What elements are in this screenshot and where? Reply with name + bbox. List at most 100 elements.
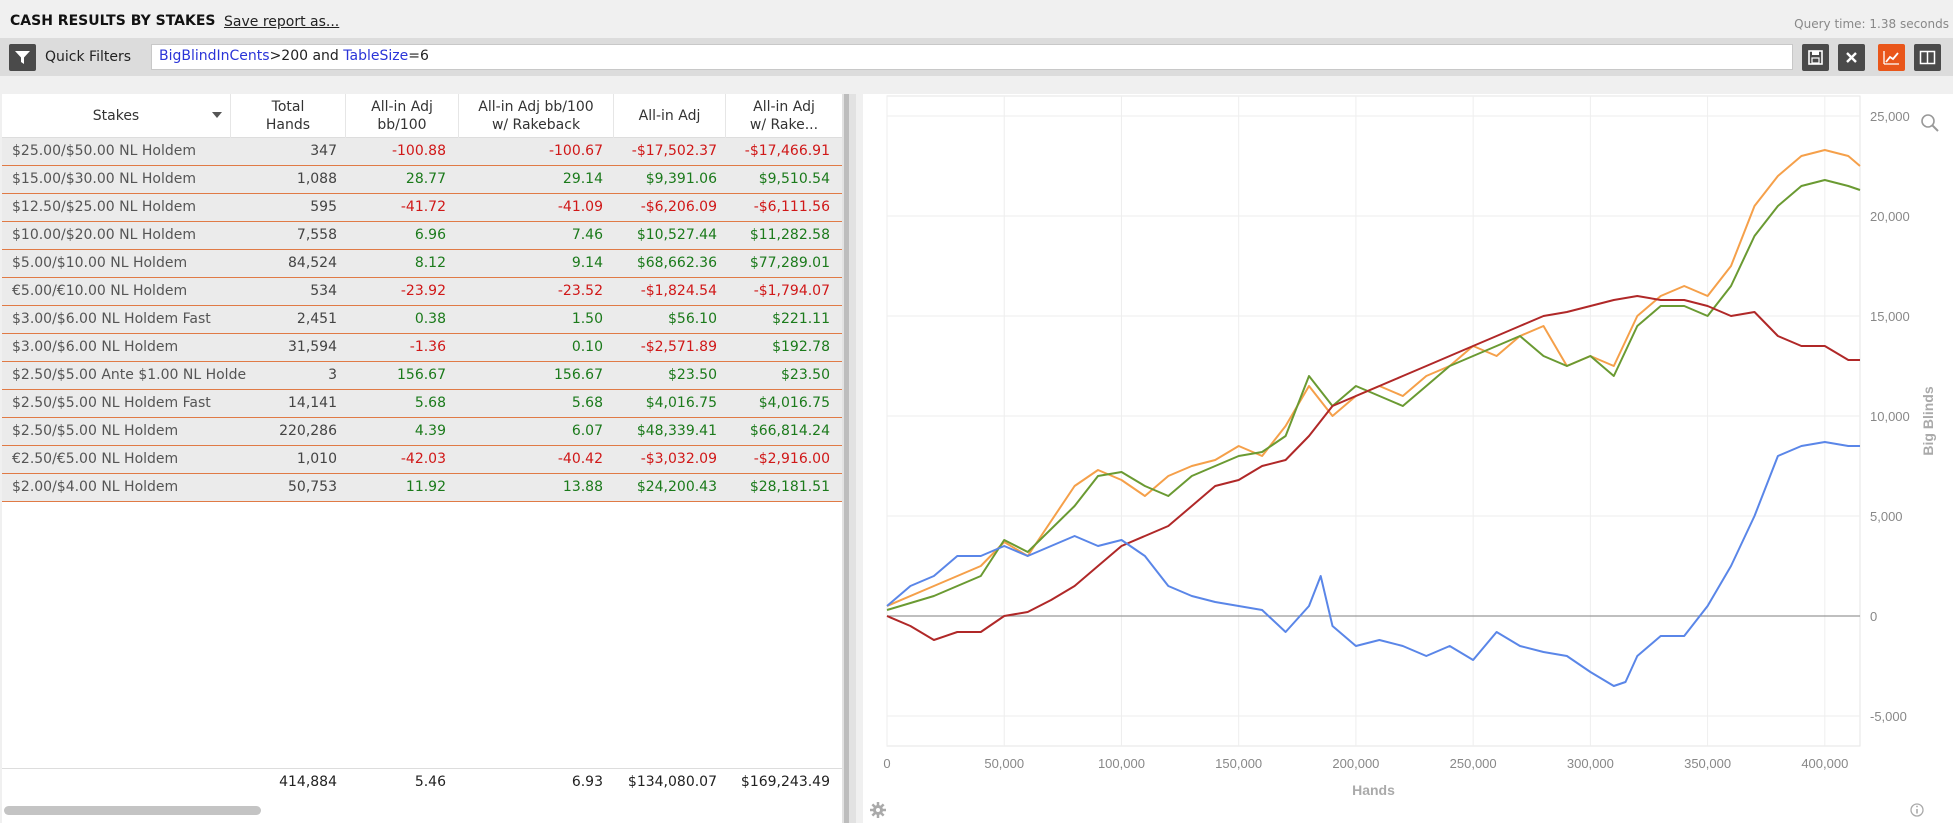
cell-allin-adj-rake: $28,181.51 — [749, 479, 830, 495]
table-row[interactable]: $2.50/$5.00 NL Holdem Fast 14,141 5.68 5.68… — [2, 390, 842, 418]
cell-total-hands: 14,141 — [288, 395, 337, 411]
x-tick-label: 0 — [883, 756, 890, 771]
x-axis-label: Hands — [1352, 782, 1395, 798]
cell-bb100-rakeback: 29.14 — [562, 171, 603, 187]
table-row[interactable]: $2.50/$5.00 NL Holdem 220,286 4.39 6.07 $48,… — [2, 418, 842, 446]
cell-total-hands: 1,088 — [296, 171, 337, 187]
cell-bb100: 4.39 — [414, 423, 446, 439]
cell-allin-adj: $48,339.41 — [636, 423, 717, 439]
clear-icon — [1846, 52, 1857, 63]
cell-bb100: 6.96 — [414, 227, 446, 243]
cell-bb100-rakeback: 6.07 — [571, 423, 603, 439]
table-row[interactable]: $25.00/$50.00 NL Holdem 347 -100.88 -100.67… — [2, 138, 842, 166]
graph-toggle-button[interactable] — [1878, 44, 1905, 71]
filter-field-token: BigBlindInCents — [159, 48, 270, 64]
column-header-stakes[interactable]: Stakes — [2, 94, 231, 138]
cell-stakes: €5.00/€10.00 NL Holdem — [12, 283, 188, 299]
split-view-button[interactable] — [1914, 44, 1941, 71]
cell-stakes: $10.00/$20.00 NL Holdem — [12, 227, 196, 243]
table-row[interactable]: $3.00/$6.00 NL Holdem Fast 2,451 0.38 1.50 $… — [2, 306, 842, 334]
column-header-total-hands[interactable]: Total Hands — [231, 94, 346, 138]
settings-gear-icon[interactable] — [870, 802, 886, 818]
save-filter-button[interactable] — [1802, 44, 1829, 71]
results-chart-panel: 0 50,000 100,000 150,000 200,000 250,000 300,0… — [863, 94, 1953, 823]
column-header-allin-adj[interactable]: All-in Adj — [614, 94, 726, 138]
plot-area — [886, 95, 1861, 747]
x-tick-label: 100,000 — [1098, 756, 1145, 771]
filter-query-input[interactable]: BigBlindInCents>200 and TableSize=6 — [151, 44, 1793, 70]
x-tick-label: 50,000 — [984, 756, 1024, 771]
results-chart: 0 50,000 100,000 150,000 200,000 250,000 300,0… — [870, 95, 1939, 818]
cell-allin-adj-rake: -$17,466.91 — [744, 143, 830, 159]
cell-stakes: $15.00/$30.00 NL Holdem — [12, 171, 196, 187]
total-bb100-rakeback: 6.93 — [571, 774, 603, 790]
cell-allin-adj-rake: $11,282.58 — [749, 227, 830, 243]
x-tick-label: 200,000 — [1332, 756, 1379, 771]
cell-allin-adj-rake: $192.78 — [772, 339, 830, 355]
table-row[interactable]: $12.50/$25.00 NL Holdem 595 -41.72 -41.09 -$… — [2, 194, 842, 222]
y-tick-label: -5,000 — [1870, 709, 1907, 724]
cell-bb100: 5.68 — [414, 395, 446, 411]
cell-bb100: -100.88 — [391, 143, 446, 159]
table-row[interactable]: $2.00/$4.00 NL Holdem 50,753 11.92 13.88 $24… — [2, 474, 842, 502]
table-row[interactable]: $3.00/$6.00 NL Holdem 31,594 -1.36 0.10 -$2,… — [2, 334, 842, 362]
table-row[interactable]: €2.50/€5.00 NL Holdem 1,010 -42.03 -40.42 -$… — [2, 446, 842, 474]
column-header-allin-adj-bb100-rakeback[interactable]: All-in Adj bb/100 w/ Rakeback — [459, 94, 614, 138]
cell-stakes: $25.00/$50.00 NL Holdem — [12, 143, 196, 159]
cell-bb100-rakeback: -41.09 — [557, 199, 603, 215]
cell-bb100: 156.67 — [397, 367, 446, 383]
sort-caret-icon[interactable] — [212, 112, 222, 118]
clear-filter-button[interactable] — [1838, 44, 1865, 71]
cell-allin-adj: $23.50 — [668, 367, 717, 383]
table-row[interactable]: $5.00/$10.00 NL Holdem 84,524 8.12 9.14 $68,… — [2, 250, 842, 278]
info-icon[interactable] — [1910, 803, 1924, 817]
cell-allin-adj: $68,662.36 — [636, 255, 717, 271]
cell-bb100-rakeback: 5.68 — [571, 395, 603, 411]
cell-bb100: 28.77 — [405, 171, 446, 187]
table-row[interactable]: $10.00/$20.00 NL Holdem 7,558 6.96 7.46 $10,… — [2, 222, 842, 250]
cell-total-hands: 220,286 — [279, 423, 337, 439]
y-tick-label: 25,000 — [1870, 109, 1910, 124]
cell-allin-adj: $24,200.43 — [636, 479, 717, 495]
report-title: CASH RESULTS BY STAKES — [10, 13, 216, 29]
cell-stakes: $5.00/$10.00 NL Holdem — [12, 255, 188, 271]
zoom-icon[interactable] — [1921, 114, 1939, 132]
graph-icon — [1883, 51, 1899, 65]
query-time-label: Query time: 1.38 seconds — [1794, 17, 1949, 31]
cell-allin-adj: $10,527.44 — [636, 227, 717, 243]
y-tick-label: 20,000 — [1870, 209, 1910, 224]
cell-bb100: -41.72 — [400, 199, 446, 215]
splitter-handle[interactable] — [844, 94, 849, 823]
cell-bb100: 0.38 — [414, 311, 446, 327]
cell-allin-adj: -$1,824.54 — [640, 283, 717, 299]
horizontal-scrollbar[interactable] — [4, 806, 261, 815]
filter-button[interactable] — [9, 44, 36, 71]
cell-allin-adj: -$6,206.09 — [640, 199, 717, 215]
x-tick-label: 350,000 — [1684, 756, 1731, 771]
report-header: CASH RESULTS BY STAKES Save report as...… — [0, 0, 1953, 36]
quick-filters-bar: Quick Filters BigBlindInCents>200 and Ta… — [0, 38, 1953, 76]
total-allin-adj-rake: $169,243.49 — [740, 774, 830, 790]
cell-total-hands: 534 — [310, 283, 337, 299]
cell-bb100: -23.92 — [400, 283, 446, 299]
cell-allin-adj: -$2,571.89 — [640, 339, 717, 355]
table-row[interactable]: €5.00/€10.00 NL Holdem 534 -23.92 -23.52 -$1… — [2, 278, 842, 306]
cell-total-hands: 347 — [310, 143, 337, 159]
table-header: Stakes Total Hands All-in Adj bb/100 All… — [2, 94, 842, 138]
cell-total-hands: 50,753 — [288, 479, 337, 495]
table-row[interactable]: $15.00/$30.00 NL Holdem 1,088 28.77 29.14 $9… — [2, 166, 842, 194]
cell-stakes: $3.00/$6.00 NL Holdem — [12, 339, 179, 355]
cell-bb100: -1.36 — [409, 339, 446, 355]
cell-bb100-rakeback: 7.46 — [571, 227, 603, 243]
column-header-allin-adj-bb100[interactable]: All-in Adj bb/100 — [346, 94, 459, 138]
table-row[interactable]: $2.50/$5.00 Ante $1.00 NL Holde 3 156.67 15… — [2, 362, 842, 390]
column-header-allin-adj-rake[interactable]: All-in Adj w/ Rake... — [749, 99, 819, 133]
x-tick-label: 300,000 — [1567, 756, 1614, 771]
cell-allin-adj: $9,391.06 — [645, 171, 717, 187]
cell-allin-adj-rake: -$2,916.00 — [753, 451, 830, 467]
cell-stakes: $3.00/$6.00 NL Holdem Fast — [12, 311, 211, 327]
save-report-link[interactable]: Save report as... — [224, 14, 340, 30]
panel-splitter[interactable] — [842, 94, 856, 823]
y-axis-label: Big Blinds — [1920, 386, 1936, 455]
cell-bb100-rakeback: 156.67 — [554, 367, 603, 383]
